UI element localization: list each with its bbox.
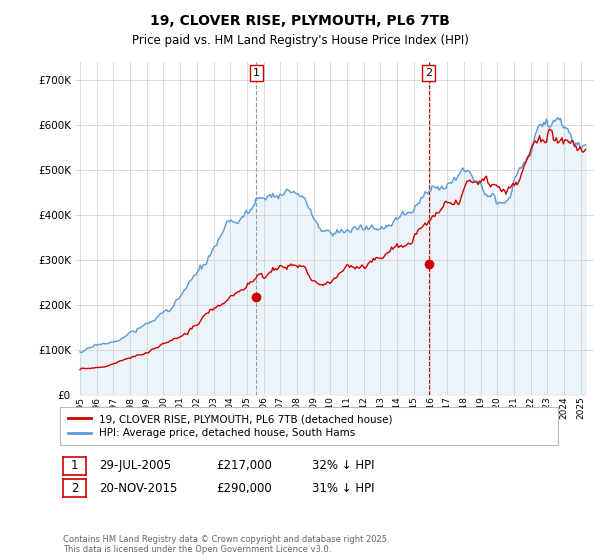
- Text: 29-JUL-2005: 29-JUL-2005: [99, 459, 171, 473]
- Text: 2: 2: [71, 482, 78, 495]
- Text: 19, CLOVER RISE, PLYMOUTH, PL6 7TB: 19, CLOVER RISE, PLYMOUTH, PL6 7TB: [150, 14, 450, 28]
- Text: 1: 1: [253, 68, 260, 78]
- Text: £217,000: £217,000: [216, 459, 272, 473]
- Text: 20-NOV-2015: 20-NOV-2015: [99, 482, 178, 495]
- Text: 1: 1: [71, 459, 78, 473]
- Text: Price paid vs. HM Land Registry's House Price Index (HPI): Price paid vs. HM Land Registry's House …: [131, 34, 469, 46]
- Text: Contains HM Land Registry data © Crown copyright and database right 2025.
This d: Contains HM Land Registry data © Crown c…: [63, 535, 389, 554]
- Text: £290,000: £290,000: [216, 482, 272, 495]
- Legend: 19, CLOVER RISE, PLYMOUTH, PL6 7TB (detached house), HPI: Average price, detache: 19, CLOVER RISE, PLYMOUTH, PL6 7TB (deta…: [64, 410, 396, 442]
- Text: 2: 2: [425, 68, 433, 78]
- Text: 31% ↓ HPI: 31% ↓ HPI: [312, 482, 374, 495]
- Text: 32% ↓ HPI: 32% ↓ HPI: [312, 459, 374, 473]
